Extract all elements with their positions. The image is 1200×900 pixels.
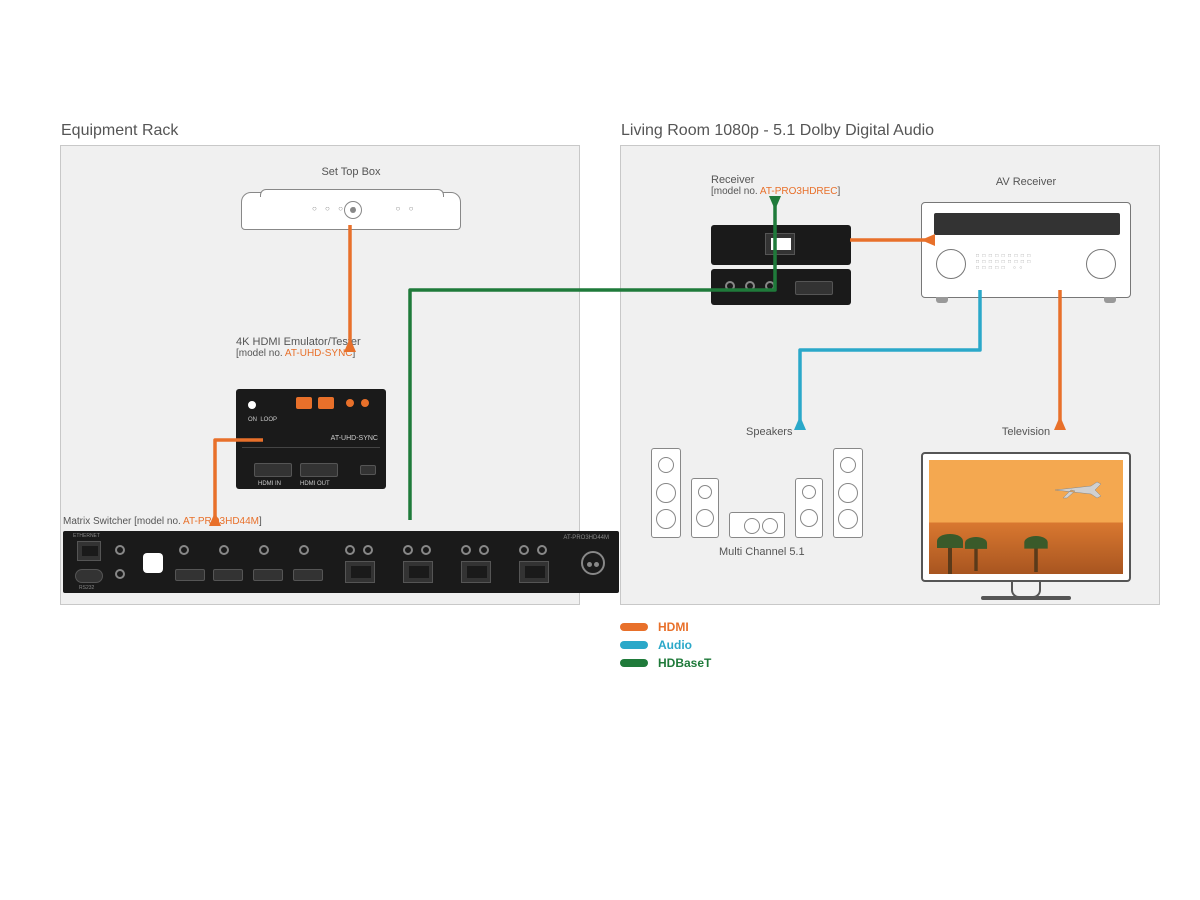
set-top-box: Set Top Box ○ ○ ○ ○ ○ ○ (241, 166, 461, 222)
television: Television (921, 426, 1131, 600)
panel-title-right: Living Room 1080p - 5.1 Dolby Digital Au… (621, 122, 934, 140)
settop-body: ○ ○ ○ ○ ○ ○ (241, 192, 461, 230)
tv-label: Television (921, 426, 1131, 438)
hdbaset-receiver: Receiver [model no. AT-PRO3HDREC] (711, 174, 851, 305)
speakers-label: Speakers (746, 426, 792, 438)
matrix-label: Matrix Switcher [model no. AT-PRO3HD44M] (63, 516, 619, 527)
settop-label: Set Top Box (241, 166, 461, 178)
matrix-switcher: Matrix Switcher [model no. AT-PRO3HD44M] (63, 516, 619, 593)
emulator-model: [model no. AT-UHD-SYNC] (236, 348, 386, 359)
speakers-sub: Multi Channel 5.1 (719, 546, 805, 558)
legend: HDMI Audio HDBaseT (620, 620, 711, 674)
receiver-label: Receiver (711, 174, 851, 186)
receiver-model: [model no. AT-PRO3HDREC] (711, 186, 851, 197)
emulator-body: ON LOOP AT-UHD-SYNC HDMI IN HDMI OUT (236, 389, 386, 489)
legend-hdbaset: HDBaseT (620, 656, 711, 670)
panel-title-left: Equipment Rack (61, 122, 178, 140)
av-receiver: AV Receiver □ □ □ □ □ □ □ □ □□ □ □ □ □ □… (921, 176, 1131, 298)
hdmi-emulator: 4K HDMI Emulator/Tester [model no. AT-UH… (236, 336, 386, 489)
avr-label: AV Receiver (921, 176, 1131, 188)
legend-audio: Audio (620, 638, 711, 652)
equipment-rack-panel: Equipment Rack Set Top Box ○ ○ ○ ○ ○ ○ 4… (60, 145, 580, 605)
matrix-body: AT-PRO3HD44M ETHERNET RS232 (63, 531, 619, 593)
emulator-label: 4K HDMI Emulator/Tester (236, 336, 386, 348)
legend-hdmi: HDMI (620, 620, 711, 634)
living-room-panel: Living Room 1080p - 5.1 Dolby Digital Au… (620, 145, 1160, 605)
